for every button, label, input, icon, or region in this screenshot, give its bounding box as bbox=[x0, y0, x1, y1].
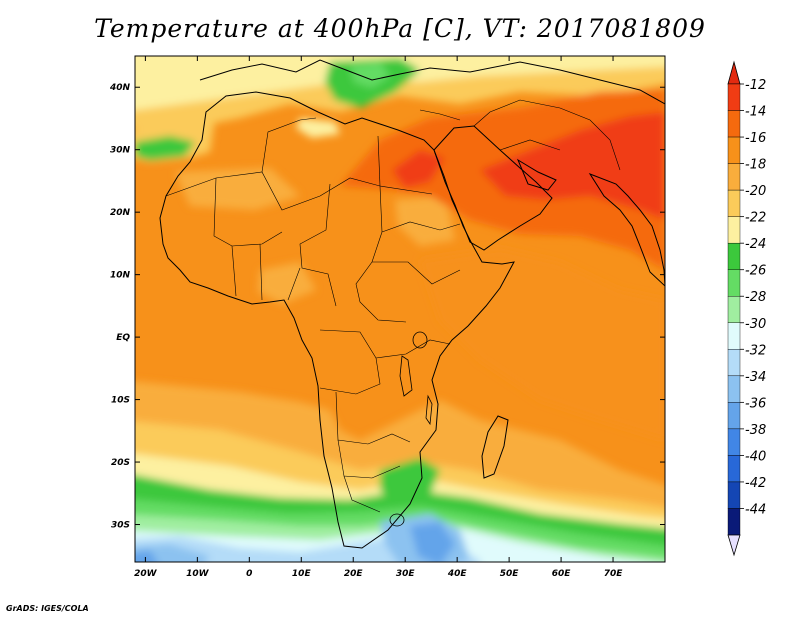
lat-tick-label: 40N bbox=[109, 83, 131, 93]
longitude-axis: 20W 10W 0 10E 20E 30E 40E 50E 60E 70E bbox=[134, 56, 623, 579]
lon-tick-label: 30E bbox=[396, 569, 416, 579]
colorbar-label: -24 bbox=[745, 237, 766, 252]
colorbar-label: -18 bbox=[745, 158, 766, 173]
colorbar-label: -20 bbox=[745, 184, 766, 199]
colorbar-label: -30 bbox=[745, 317, 766, 332]
colorbar-label: -42 bbox=[745, 476, 766, 491]
lat-tick-label: 20S bbox=[111, 458, 130, 468]
colorbar-label: -36 bbox=[745, 396, 766, 411]
colorbar-swatch bbox=[727, 428, 741, 456]
arabia-coastline bbox=[433, 125, 553, 251]
lake-tanganyika bbox=[399, 355, 413, 397]
colorbar-label: -28 bbox=[745, 290, 766, 305]
colorbar: -12 -14 -16 -18 -20 -22 -24 -26 -28 -30 -32 -34 -36 -… bbox=[727, 60, 766, 557]
temperature-field bbox=[135, 56, 665, 562]
lat-tick-label: 10S bbox=[111, 396, 130, 406]
colorbar-top-arrow bbox=[727, 60, 741, 85]
lon-tick-label: 70E bbox=[604, 569, 624, 579]
colorbar-swatch bbox=[727, 189, 741, 217]
europe-coastline bbox=[199, 59, 665, 105]
plot-frame bbox=[134, 55, 666, 563]
lon-tick-label: 20W bbox=[134, 569, 158, 579]
colorbar-label: -22 bbox=[745, 211, 766, 226]
lake-victoria bbox=[412, 331, 428, 349]
colorbar-swatch bbox=[727, 242, 741, 270]
colorbar-swatch bbox=[727, 455, 741, 483]
persian-gulf bbox=[516, 158, 557, 191]
lon-tick-label: 20E bbox=[344, 569, 364, 579]
colorbar-swatch bbox=[727, 216, 741, 244]
colorbar-swatch bbox=[727, 402, 741, 430]
colorbar-swatch bbox=[727, 136, 741, 164]
colorbar-label: -32 bbox=[745, 343, 766, 358]
lat-tick-label: 20N bbox=[110, 208, 131, 218]
colorbar-swatch bbox=[727, 110, 741, 138]
lat-tick-label: 30S bbox=[111, 521, 130, 531]
colorbar-label: -44 bbox=[745, 502, 766, 517]
colorbar-label: -34 bbox=[745, 370, 766, 385]
lon-tick-label: 10E bbox=[292, 569, 312, 579]
lakes bbox=[389, 331, 433, 527]
colorbar-swatch bbox=[727, 481, 741, 509]
africa-coastline bbox=[159, 91, 515, 549]
map-title: Temperature at 400hPa [C], VT: 201708180… bbox=[94, 14, 706, 43]
colorbar-swatch bbox=[727, 322, 741, 350]
colorbar-swatch bbox=[727, 269, 741, 297]
lon-tick-label: 10W bbox=[186, 569, 210, 579]
colorbar-swatch bbox=[727, 296, 741, 323]
lat-tick-label: 30N bbox=[110, 146, 131, 156]
colorbar-swatch bbox=[727, 83, 741, 111]
colorbar-label: -12 bbox=[745, 78, 766, 93]
credit-text: GrADS: IGES/COLA bbox=[6, 604, 89, 613]
lesotho bbox=[389, 513, 405, 527]
lon-tick-label: 40E bbox=[447, 569, 468, 579]
colorbar-label: -16 bbox=[745, 131, 766, 146]
madagascar bbox=[481, 415, 509, 479]
colorbar-label: -14 bbox=[745, 105, 766, 120]
country-borders bbox=[165, 99, 621, 513]
lat-tick-label: 10N bbox=[110, 271, 131, 281]
lon-tick-label: 50E bbox=[500, 569, 520, 579]
colorbar-swatch bbox=[727, 508, 741, 536]
lat-tick-label: EQ bbox=[116, 333, 130, 343]
colorbar-swatch bbox=[727, 375, 741, 403]
colorbar-swatch bbox=[727, 349, 741, 377]
colorbar-label: -40 bbox=[745, 449, 766, 464]
colorbar-bottom-arrow bbox=[727, 534, 741, 557]
colorbar-swatch bbox=[727, 163, 741, 191]
colorbar-label: -26 bbox=[745, 264, 766, 279]
colorbar-label: -38 bbox=[745, 423, 766, 438]
lon-tick-label: 0 bbox=[246, 569, 252, 579]
latitude-axis: 40N 30N 20N 10N EQ 10S 20S 30S bbox=[109, 83, 665, 531]
lake-malawi bbox=[425, 394, 433, 426]
lon-tick-label: 60E bbox=[552, 569, 572, 579]
